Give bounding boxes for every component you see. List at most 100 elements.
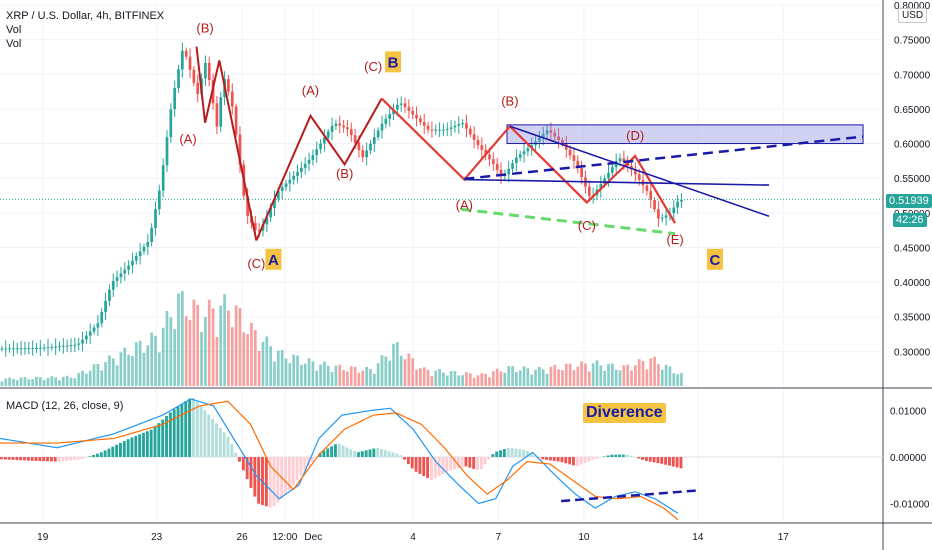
- indicator-vol-2[interactable]: Vol: [6, 38, 22, 50]
- macd-histogram-bar: [126, 439, 130, 457]
- wave-degree-badge: [706, 248, 723, 270]
- wave-label-5: (B): [336, 166, 353, 181]
- candle-body: [346, 127, 349, 130]
- macd-histogram-bar: [218, 427, 222, 457]
- macd-histogram-bar: [426, 457, 430, 479]
- candle-body: [280, 187, 284, 191]
- macd-histogram-bar: [560, 457, 564, 463]
- volume-bar: [618, 370, 622, 386]
- macd-histogram-bar: [299, 457, 303, 476]
- candle-body: [422, 122, 426, 126]
- wave-a-count: [195, 46, 258, 241]
- macd-histogram-bar: [214, 423, 218, 457]
- candle-body: [288, 179, 292, 184]
- candle-body: [4, 348, 8, 350]
- candle-body: [204, 62, 207, 79]
- candle-body: [553, 132, 557, 137]
- time-tick-label-9: 17: [778, 532, 790, 543]
- macd-divergence-line: [561, 489, 698, 503]
- volume-bar: [85, 373, 88, 386]
- volume-bar: [453, 371, 457, 386]
- macd-histogram-bar: [656, 457, 660, 464]
- volume-bar: [204, 317, 207, 386]
- candle-body: [357, 142, 361, 151]
- candle-body: [438, 129, 441, 131]
- macd-histogram-bar: [264, 457, 268, 507]
- macd-histogram-bar: [637, 457, 641, 459]
- candle-body: [73, 344, 77, 346]
- volume-bar: [614, 369, 618, 386]
- macd-histogram-bar: [84, 457, 88, 458]
- volume-bar: [346, 371, 349, 386]
- volume-bar: [553, 364, 557, 386]
- candle-body: [587, 186, 591, 196]
- volume-bar: [31, 379, 34, 386]
- candle-body: [465, 123, 468, 129]
- candle-body: [564, 144, 568, 150]
- macd-label[interactable]: MACD (12, 26, close, 9): [6, 400, 124, 412]
- macd-histogram-bar: [134, 435, 138, 457]
- candle-body: [138, 251, 142, 257]
- candle-body: [315, 149, 319, 156]
- macd-histogram-bar: [522, 449, 526, 457]
- volume-bar: [672, 373, 676, 386]
- volume-bar: [230, 327, 234, 386]
- candle-body: [62, 345, 65, 347]
- volume-bar: [491, 371, 495, 386]
- macd-histogram-bar: [572, 457, 575, 466]
- candle-body: [296, 171, 299, 176]
- time-tick-label-0: 19: [37, 532, 49, 543]
- macd-histogram-bar: [514, 448, 518, 457]
- macd-histogram-bar: [46, 457, 49, 462]
- macd-histogram-bar: [629, 455, 633, 457]
- macd-histogram-bar: [88, 456, 92, 457]
- currency-badge[interactable]: USD: [898, 8, 928, 23]
- candle-body: [549, 130, 553, 133]
- macd-histogram-bar: [80, 457, 84, 460]
- candle-body: [15, 348, 19, 350]
- macd-histogram-bar: [322, 450, 326, 457]
- macd-histogram-bar: [295, 457, 299, 481]
- volume-bar: [81, 370, 84, 386]
- macd-histogram-bar: [625, 454, 629, 457]
- macd-histogram-bar: [241, 457, 245, 471]
- macd-histogram-bar: [203, 410, 207, 457]
- candle-body: [610, 167, 614, 173]
- price-tick-label-2: 0.40000: [894, 278, 931, 289]
- macd-legend: MACD (12, 26, close, 9): [6, 399, 123, 413]
- macd-histogram-bar: [364, 450, 368, 457]
- volume-bar: [246, 334, 249, 386]
- indicator-vol-1[interactable]: Vol: [6, 24, 22, 36]
- macd-histogram-bar: [191, 397, 195, 457]
- macd-line: [0, 398, 679, 514]
- macd-histogram-bar: [53, 457, 57, 462]
- volume-bar: [626, 364, 630, 386]
- volume-bar: [223, 294, 226, 386]
- volume-bar: [127, 354, 130, 386]
- candle-body: [42, 347, 46, 349]
- volume-bar: [169, 317, 173, 386]
- candle-body: [65, 345, 69, 347]
- candle-body: [8, 348, 11, 350]
- macd-histogram-bar: [422, 457, 426, 476]
- macd-histogram-bar: [579, 457, 583, 465]
- candle-body: [445, 128, 449, 130]
- volume-bar: [664, 364, 668, 386]
- macd-histogram-bar: [234, 452, 238, 457]
- candle-body: [599, 183, 603, 190]
- macd-histogram-bar: [95, 453, 99, 457]
- candle-body: [614, 161, 618, 168]
- macd-histogram-bar: [406, 457, 410, 465]
- macd-histogram-bar: [303, 457, 307, 471]
- price-tick-label-7: 0.65000: [894, 105, 931, 116]
- volume-bar: [422, 367, 426, 386]
- macd-histogram-bar: [383, 450, 387, 457]
- candle-body: [188, 56, 192, 70]
- candle-body: [100, 312, 104, 324]
- macd-histogram-bar: [387, 451, 391, 457]
- volume-bar: [211, 308, 215, 386]
- macd-histogram-bar: [648, 457, 652, 462]
- macd-histogram-bar: [57, 457, 61, 462]
- candle-body: [607, 172, 610, 179]
